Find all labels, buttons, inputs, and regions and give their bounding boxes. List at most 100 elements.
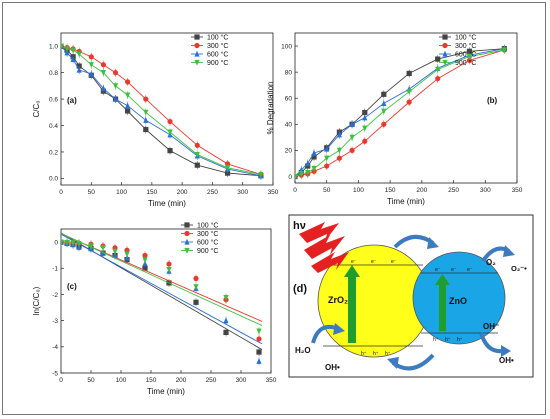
zno-excitation-arrow [439, 283, 446, 331]
data-point [142, 252, 148, 259]
zno-label: ZnO [449, 296, 467, 306]
data-point [336, 131, 342, 138]
y-axis-label: % Degradation [266, 82, 275, 135]
fit-line [61, 233, 263, 326]
data-point [125, 92, 131, 99]
data-point [76, 66, 82, 73]
chart-c: 0 50 100 150 200 250 300 350 0 -1 -2 -3 -4 -5 Time (mi… [32, 222, 277, 397]
data-point [194, 162, 200, 168]
panel-label: (c) [67, 282, 77, 291]
legend-marker [442, 59, 448, 66]
y-tick-label: 20 [285, 148, 293, 155]
x-tick-label: 350 [512, 187, 523, 194]
data-point [324, 155, 330, 162]
data-point [70, 240, 76, 247]
data-point [100, 245, 106, 252]
data-point [406, 70, 412, 77]
legend-label: 100 °C [197, 222, 218, 230]
data-point [349, 134, 355, 141]
data-point [362, 125, 368, 132]
data-point [406, 89, 412, 95]
y-tick-label: -3 [52, 318, 58, 325]
figure-panel: 0 50 100 150 200 250 300 350 0.0 0.2 0.4 0.6 0.8 1.0 T… [2, 2, 546, 415]
y-tick-label: 0.4 [49, 123, 58, 130]
plot-frame [60, 32, 274, 186]
legend-label: 600 °C [207, 51, 228, 59]
x-tick-label: 200 [177, 189, 188, 196]
x-tick-label: 0 [293, 187, 297, 194]
legend-marker [184, 247, 190, 254]
figure-canvas: 0 50 100 150 200 250 300 3500.00.20.40.60.81.0T… [32, 32, 534, 397]
y-tick-label: 0.8 [49, 70, 58, 77]
x-tick-label: 300 [480, 187, 491, 194]
y-tick-label: 1.0 [49, 44, 58, 51]
y-tick-label: -5 [52, 370, 58, 377]
legend-marker [194, 34, 200, 40]
x-tick-label: 200 [416, 187, 427, 194]
legend-marker [194, 50, 200, 57]
data-point [64, 240, 70, 246]
legend-marker [184, 230, 190, 237]
legend-marker [194, 59, 200, 66]
data-point [305, 160, 311, 167]
plot-frame [60, 228, 272, 374]
data-point [194, 142, 200, 148]
electron-label: e⁻ [391, 259, 397, 265]
x-tick-label: 100 [353, 187, 364, 194]
legend-label: 100 °C [207, 34, 228, 42]
data-point [224, 165, 231, 172]
legend-marker [194, 42, 200, 49]
y-tick-label: 0.6 [49, 96, 58, 103]
data-point [193, 299, 199, 305]
x-tick-label: 350 [266, 377, 277, 384]
oxygen-reduction-arrowhead [503, 245, 515, 257]
data-point [223, 317, 229, 324]
data-point [112, 83, 119, 90]
electron-label: e⁻ [435, 267, 441, 273]
data-point [143, 117, 149, 123]
hole-transfer-arrowhead [387, 357, 399, 369]
y-tick-label: -1 [52, 266, 58, 273]
data-point [112, 95, 119, 102]
data-point [466, 53, 473, 60]
data-point [336, 155, 342, 161]
electron-label: e⁻ [467, 267, 473, 273]
data-point [125, 108, 131, 114]
x-tick-label: 50 [88, 189, 96, 196]
hole-label: h⁺ [433, 337, 439, 343]
plot-frame [294, 32, 518, 184]
data-point [166, 261, 172, 267]
zro2-excitation-arrowhead [344, 265, 360, 277]
data-point [336, 147, 342, 154]
zno-excitation-arrowhead [435, 274, 450, 285]
data-point [256, 358, 262, 364]
data-point [61, 239, 64, 246]
x-tick-label: 250 [448, 187, 459, 194]
data-point [142, 265, 148, 271]
legend-marker [184, 222, 190, 228]
data-point [100, 70, 106, 76]
data-point [311, 149, 317, 156]
data-point [324, 145, 330, 152]
data-point [61, 43, 64, 50]
data-point [70, 47, 76, 54]
data-point [362, 114, 368, 121]
electron-transfer-arrowhead [427, 237, 439, 249]
data-point [362, 109, 368, 116]
y-axis-label: C/C₀ [32, 100, 41, 117]
legend-marker [442, 50, 448, 57]
data-point [88, 243, 94, 250]
hydroxide-label: OH⁻ [483, 322, 499, 331]
x-tick-label: 200 [176, 377, 187, 384]
data-point [311, 166, 317, 172]
legend-label: 900 °C [455, 59, 476, 67]
x-tick-label: 250 [206, 377, 217, 384]
data-point [381, 121, 387, 127]
data-point [258, 171, 264, 178]
data-point [256, 336, 262, 342]
y-tick-label: 60 [285, 96, 293, 103]
y-tick-label: 0.0 [49, 176, 58, 183]
x-tick-label: 300 [236, 377, 247, 384]
x-axis-label: Time (min) [148, 199, 186, 208]
data-point [381, 108, 387, 115]
